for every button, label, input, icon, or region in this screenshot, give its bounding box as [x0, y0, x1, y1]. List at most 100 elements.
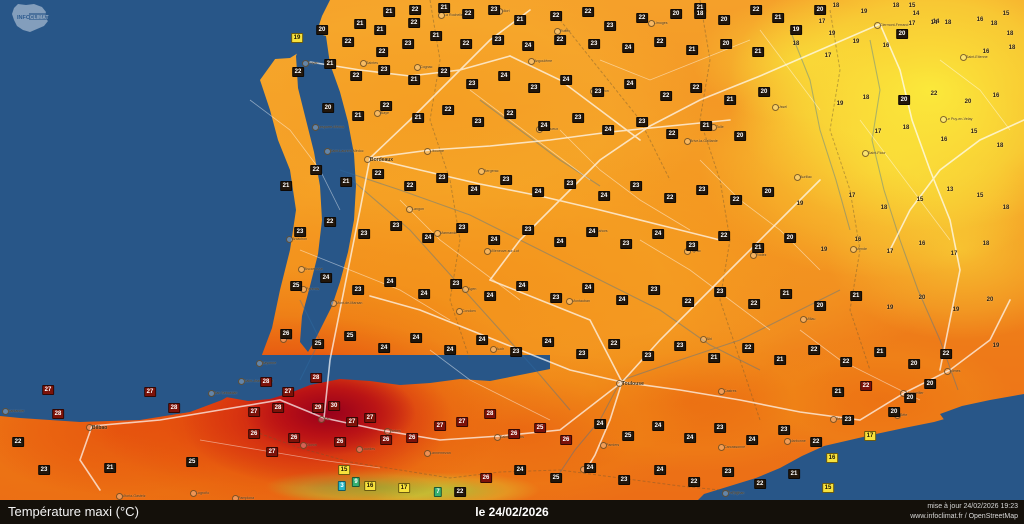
station-temperature[interactable]: 14 — [912, 11, 920, 17]
station-temperature[interactable]: 24 — [554, 237, 566, 247]
station-temperature[interactable]: 26 — [280, 329, 292, 339]
station-temperature[interactable]: 18 — [996, 143, 1004, 149]
station-temperature[interactable]: 18 — [990, 21, 998, 27]
station-temperature[interactable]: 24 — [378, 343, 390, 353]
station-temperature[interactable]: 19 — [796, 201, 804, 207]
station-temperature[interactable]: 22 — [636, 13, 648, 23]
station-temperature[interactable]: 22 — [718, 231, 730, 241]
station-temperature[interactable]: 20 — [720, 39, 732, 49]
station-temperature[interactable]: 24 — [652, 229, 664, 239]
station-temperature[interactable]: 21 — [340, 177, 352, 187]
station-temperature[interactable]: 21 — [850, 291, 862, 301]
station-temperature[interactable]: 21 — [438, 3, 450, 13]
station-temperature[interactable]: 24 — [560, 75, 572, 85]
station-temperature[interactable]: 22 — [754, 479, 766, 489]
station-temperature[interactable]: 21 — [374, 25, 386, 35]
source-attribution[interactable]: www.infoclimat.fr / OpenStreetMap — [910, 512, 1018, 520]
station-temperature[interactable]: 28 — [484, 409, 496, 419]
station-temperature[interactable]: 23 — [778, 425, 790, 435]
station-temperature[interactable]: 27 — [434, 421, 446, 431]
station-temperature[interactable]: 21 — [772, 13, 784, 23]
station-temperature[interactable]: 23 — [456, 223, 468, 233]
station-temperature[interactable]: 20 — [762, 187, 774, 197]
station-temperature[interactable]: 23 — [436, 173, 448, 183]
station-temperature[interactable]: 28 — [260, 377, 272, 387]
station-temperature[interactable]: 19 — [836, 101, 844, 107]
station-temperature[interactable]: 21 — [774, 355, 786, 365]
station-temperature[interactable]: 19 — [860, 9, 868, 15]
station-temperature-layer[interactable]: 19 20 21 22 21 22 22 21 22 23 21 22 22 23 22 20 21 18 20 22… — [0, 0, 1024, 500]
station-temperature[interactable]: 26 — [380, 435, 392, 445]
station-temperature[interactable]: 17 — [874, 129, 882, 135]
station-temperature[interactable]: 16 — [992, 93, 1000, 99]
station-temperature[interactable]: 22 — [808, 345, 820, 355]
station-temperature[interactable]: 21 — [430, 31, 442, 41]
station-temperature[interactable]: 22 — [742, 343, 754, 353]
station-temperature[interactable]: 25 — [290, 281, 302, 291]
station-temperature[interactable]: 18 — [792, 41, 800, 47]
station-temperature[interactable]: 24 — [538, 121, 550, 131]
station-temperature[interactable]: 24 — [418, 289, 430, 299]
station-temperature[interactable]: 23 — [510, 347, 522, 357]
station-temperature[interactable]: 26 — [248, 429, 260, 439]
station-temperature[interactable]: 23 — [352, 285, 364, 295]
station-temperature[interactable]: 23 — [604, 21, 616, 31]
station-temperature[interactable]: 23 — [696, 185, 708, 195]
station-temperature[interactable]: 15 — [822, 483, 834, 493]
station-temperature[interactable]: 23 — [522, 225, 534, 235]
station-temperature[interactable]: 21 — [354, 19, 366, 29]
station-temperature[interactable]: 21 — [514, 15, 526, 25]
station-temperature[interactable]: 22 — [840, 357, 852, 367]
station-temperature[interactable]: 23 — [492, 35, 504, 45]
station-temperature[interactable]: 23 — [618, 475, 630, 485]
station-temperature[interactable]: 23 — [648, 285, 660, 295]
station-temperature[interactable]: 23 — [686, 241, 698, 251]
station-temperature[interactable]: 15 — [916, 197, 924, 203]
station-temperature[interactable]: 24 — [746, 435, 758, 445]
station-temperature[interactable]: 17 — [398, 483, 410, 493]
station-temperature[interactable]: 22 — [940, 349, 952, 359]
station-temperature[interactable]: 22 — [550, 11, 562, 21]
station-temperature[interactable]: 24 — [584, 463, 596, 473]
station-temperature[interactable]: 9 — [351, 477, 361, 487]
station-temperature[interactable]: 26 — [560, 435, 572, 445]
station-temperature[interactable]: 27 — [282, 387, 294, 397]
station-temperature[interactable]: 25 — [622, 431, 634, 441]
station-temperature[interactable]: 18 — [832, 3, 840, 9]
station-temperature[interactable]: 22 — [324, 217, 336, 227]
station-temperature[interactable]: 22 — [554, 35, 566, 45]
station-temperature[interactable]: 15 — [338, 465, 350, 475]
station-temperature[interactable]: 20 — [784, 233, 796, 243]
station-temperature[interactable]: 16 — [982, 49, 990, 55]
station-temperature[interactable]: 20 — [814, 301, 826, 311]
station-temperature[interactable]: 27 — [144, 387, 156, 397]
station-temperature[interactable]: 20 — [670, 9, 682, 19]
station-temperature[interactable]: 21 — [686, 45, 698, 55]
station-temperature[interactable]: 22 — [460, 39, 472, 49]
station-temperature[interactable]: 24 — [598, 191, 610, 201]
station-temperature[interactable]: 16 — [918, 241, 926, 247]
station-temperature[interactable]: 23 — [714, 423, 726, 433]
station-temperature[interactable]: 22 — [654, 37, 666, 47]
station-temperature[interactable]: 22 — [582, 7, 594, 17]
station-temperature[interactable]: 18 — [982, 241, 990, 247]
station-temperature[interactable]: 20 — [718, 15, 730, 25]
station-temperature[interactable]: 22 — [688, 477, 700, 487]
station-temperature[interactable]: 22 — [748, 299, 760, 309]
station-temperature[interactable]: 17 — [824, 53, 832, 59]
infoclimat-logo[interactable]: INFO CLIMAT — [4, 2, 56, 34]
station-temperature[interactable]: 24 — [468, 185, 480, 195]
station-temperature[interactable]: 16 — [940, 137, 948, 143]
station-temperature[interactable]: 24 — [410, 333, 422, 343]
station-temperature[interactable]: 23 — [722, 467, 734, 477]
station-temperature[interactable]: 20 — [758, 87, 770, 97]
station-temperature[interactable]: 23 — [294, 227, 306, 237]
station-temperature[interactable]: 17 — [886, 249, 894, 255]
station-temperature[interactable]: 22 — [462, 9, 474, 19]
station-temperature[interactable]: 23 — [402, 39, 414, 49]
station-temperature[interactable]: 23 — [450, 279, 462, 289]
station-temperature[interactable]: 23 — [592, 87, 604, 97]
station-temperature[interactable]: 18 — [902, 125, 910, 131]
station-temperature[interactable]: 24 — [586, 227, 598, 237]
station-temperature[interactable]: 19 — [952, 307, 960, 313]
